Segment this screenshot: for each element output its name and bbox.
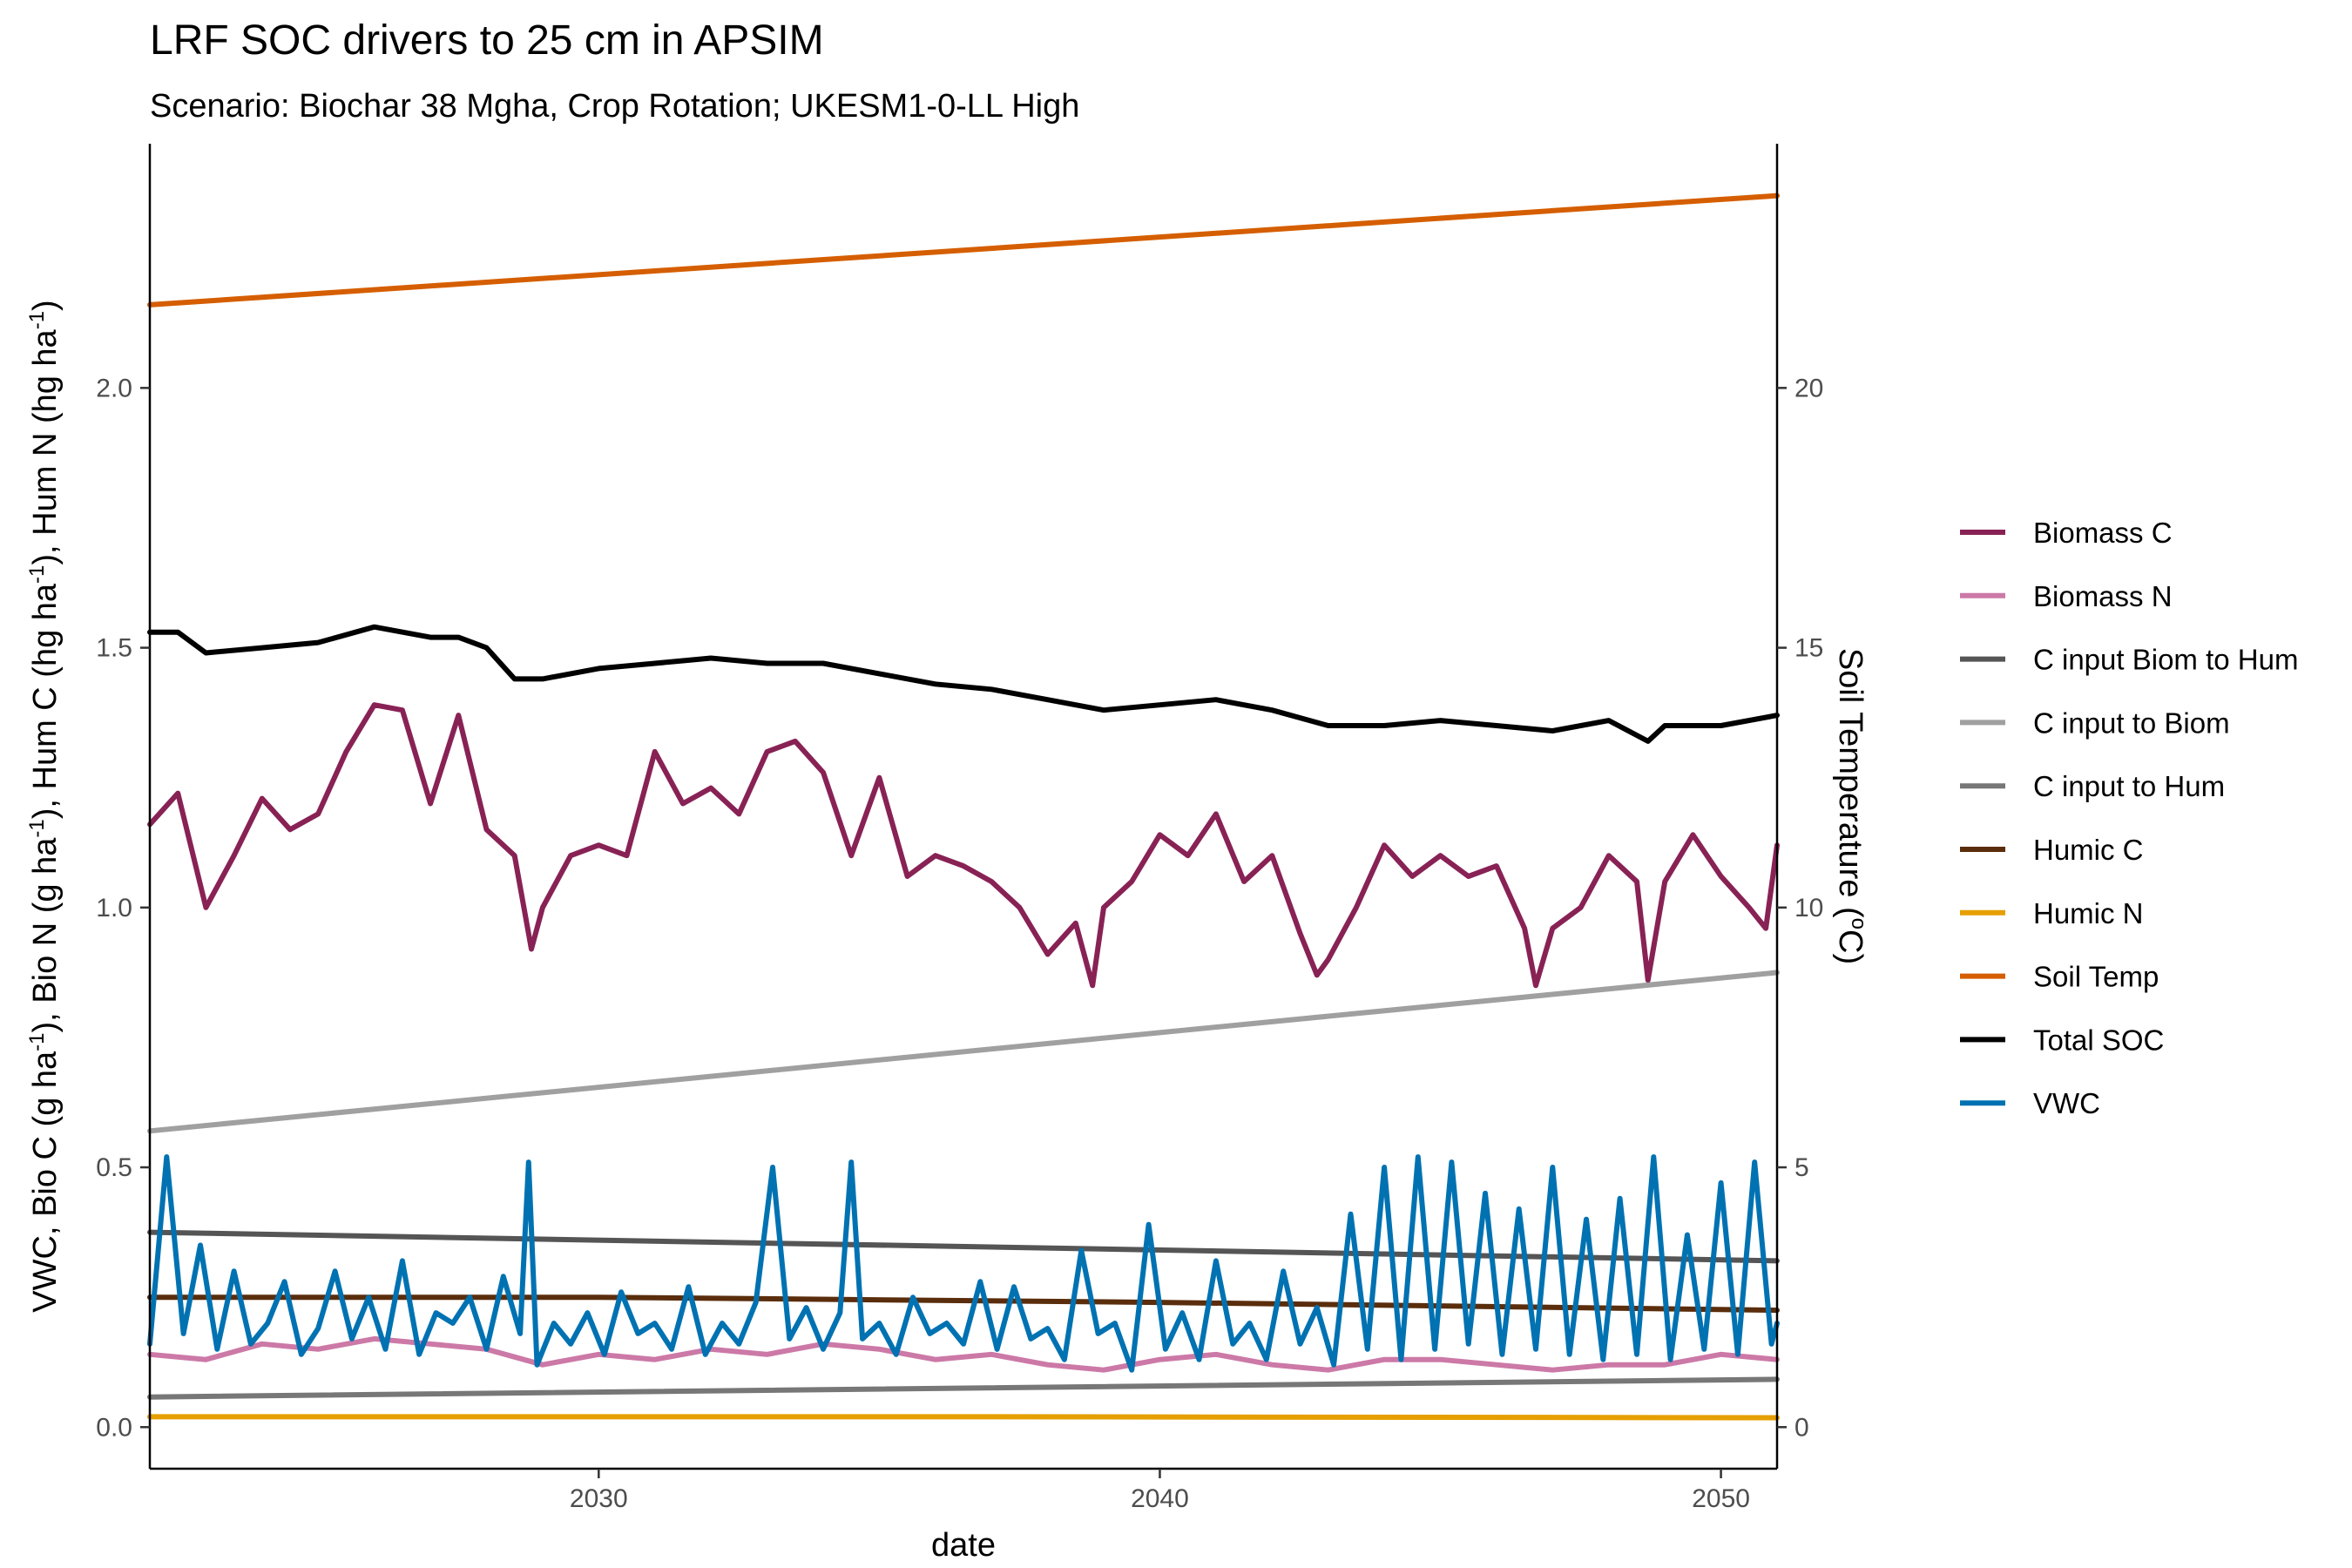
- axis-title-text: ), Bio N (g ha: [27, 837, 64, 1033]
- x-axis-title: date: [931, 1527, 996, 1564]
- y-right-tick-label: 20: [1794, 374, 1823, 402]
- axis-title-text: VWC, Bio C (g ha: [27, 1051, 64, 1313]
- legend-label: C input to Hum: [2033, 770, 2225, 802]
- legend-label: VWC: [2033, 1087, 2100, 1119]
- y-left-tick-label: 1.5: [96, 634, 132, 663]
- chart-title: LRF SOC drivers to 25 cm in APSIM: [150, 17, 824, 64]
- legend-item-c-input-to-hum: C input to Hum: [1960, 770, 2225, 802]
- y-right-tick-label: 15: [1794, 634, 1823, 663]
- y-left-tick-label: 1.0: [96, 894, 132, 923]
- axis-title-superscript: -1: [25, 311, 49, 329]
- plot-area: 2030 2040 2050 0.0 0.5 1.0 1.5 2.0 0 5 10 15 20: [96, 144, 1823, 1513]
- axis-title-superscript: o: [1847, 918, 1870, 929]
- legend-label: Humic C: [2033, 834, 2144, 866]
- series-line-biomass-c: [147, 702, 1780, 989]
- axis-title-text: ), Hum C (hg ha: [27, 583, 64, 819]
- y-left-tick-label: 2.0: [96, 374, 132, 402]
- y-right-tick-label: 5: [1794, 1153, 1809, 1182]
- chart-subtitle: Scenario: Biochar 38 Mgha, Crop Rotation…: [150, 88, 1079, 125]
- legend-item-c-input-to-biom: C input to Biom: [1960, 706, 2230, 739]
- legend: Biomass C Biomass N C input Biom to Hum C i…: [1960, 517, 2298, 1119]
- axis-title-text: ): [27, 300, 64, 311]
- y-right-tick-label: 0: [1794, 1413, 1809, 1442]
- axis-title-text: Soil Temperature (: [1832, 648, 1869, 918]
- series-line-humic-n: [147, 1414, 1780, 1421]
- ticks-layer: 2030 2040 2050 0.0 0.5 1.0 1.5 2.0 0 5 10 15 20: [96, 374, 1823, 1513]
- legend-item-total-soc: Total SOC: [1960, 1024, 2164, 1056]
- y-axis-right-title: Soil Temperature (oC): [1832, 648, 1870, 964]
- legend-label: Biomass N: [2033, 580, 2173, 612]
- x-tick-label: 2050: [1692, 1484, 1750, 1513]
- axis-title-superscript: -1: [25, 1032, 49, 1051]
- y-right-tick-label: 10: [1794, 894, 1823, 923]
- series-line-c-input-to-biom: [147, 970, 1780, 1134]
- series-line-vwc: [147, 1154, 1780, 1373]
- series-line-humic-c: [147, 1294, 1780, 1314]
- legend-item-humic-n: Humic N: [1960, 897, 2144, 929]
- legend-label: Biomass C: [2033, 517, 2173, 549]
- legend-item-biomass-c: Biomass C: [1960, 517, 2173, 549]
- legend-label: C input to Biom: [2033, 706, 2230, 739]
- legend-item-humic-c: Humic C: [1960, 834, 2144, 866]
- legend-label: Total SOC: [2033, 1024, 2164, 1056]
- y-axis-left-title: VWC, Bio C (g ha-1), Bio N (g ha-1), Hum…: [25, 300, 64, 1312]
- legend-label: Soil Temp: [2033, 961, 2159, 993]
- y-left-tick-label: 0.5: [96, 1153, 132, 1182]
- legend-item-biomass-n: Biomass N: [1960, 580, 2173, 612]
- x-tick-label: 2030: [570, 1484, 628, 1513]
- legend-item-c-input-biom-to-hum: C input Biom to Hum: [1960, 644, 2298, 676]
- x-tick-label: 2040: [1131, 1484, 1189, 1513]
- legend-label: C input Biom to Hum: [2033, 644, 2298, 676]
- legend-item-soil-temp: Soil Temp: [1960, 961, 2159, 993]
- axis-title-text: C): [1832, 929, 1869, 964]
- series-line-c-input-biom-to-hum: [147, 1229, 1780, 1264]
- axis-title-superscript: -1: [25, 565, 49, 584]
- y-left-tick-label: 0.0: [96, 1413, 132, 1442]
- axis-title-text: ), Hum N (hg ha: [27, 328, 64, 564]
- series-line-total-soc: [147, 624, 1780, 744]
- legend-item-vwc: VWC: [1960, 1087, 2100, 1119]
- axis-title-superscript: -1: [25, 819, 49, 837]
- legend-label: Humic N: [2033, 897, 2144, 929]
- series-line-c-input-to-hum: [147, 1376, 1780, 1400]
- series-line-soil-temp: [147, 193, 1780, 308]
- series-layer: [147, 193, 1780, 1421]
